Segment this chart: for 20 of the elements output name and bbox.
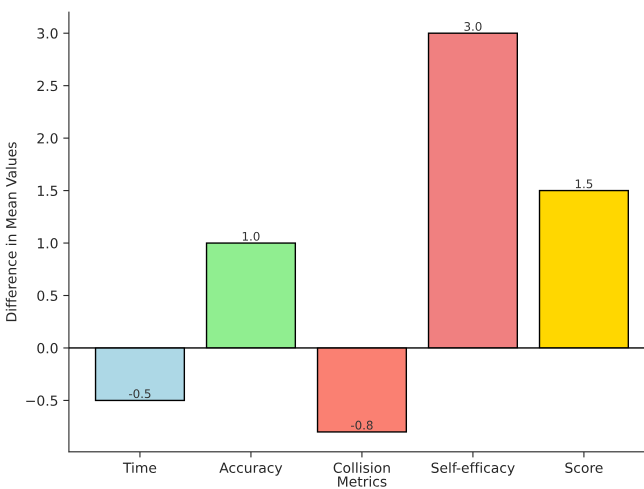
y-tick-label: 2.0 bbox=[37, 133, 58, 144]
x-tick-label: Accuracy bbox=[219, 462, 282, 476]
y-tick-label: 1.5 bbox=[38, 186, 58, 196]
data-label: -0.5 bbox=[129, 389, 150, 398]
y-tick-label: 0.5 bbox=[37, 290, 58, 301]
y-tick-label: 0.0 bbox=[37, 342, 58, 354]
x-axis-title: Metrics bbox=[338, 476, 386, 487]
data-label: -0.8 bbox=[350, 420, 373, 430]
y-axis-title: Difference in Mean Values bbox=[6, 142, 17, 322]
data-label: 1.5 bbox=[576, 180, 592, 188]
y-tick-label: −0.5 bbox=[26, 395, 58, 406]
data-label: 3.0 bbox=[464, 22, 482, 31]
data-label: 1.0 bbox=[242, 232, 260, 241]
x-tick-label: Collision bbox=[334, 462, 390, 474]
x-tick-label: Score bbox=[565, 462, 603, 474]
x-tick-label: Self-efficacy bbox=[432, 462, 515, 476]
y-tick-label: 1.0 bbox=[38, 238, 58, 249]
y-tick-label: 2.5 bbox=[37, 80, 58, 92]
x-tick-label: Time bbox=[122, 462, 156, 474]
y-tick-label: 3.0 bbox=[37, 28, 58, 39]
